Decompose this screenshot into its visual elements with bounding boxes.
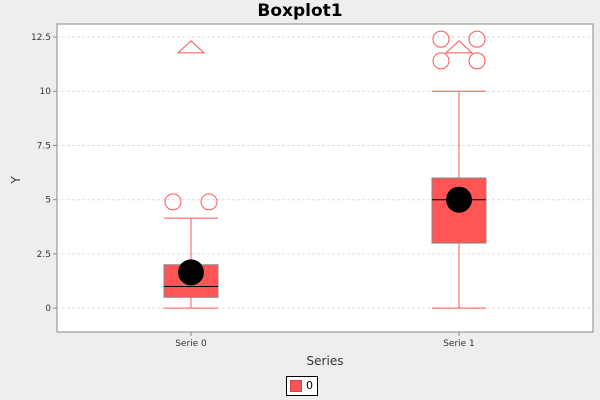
outlier-point bbox=[164, 193, 182, 211]
outlier-point bbox=[432, 52, 450, 70]
y-tick-label: 12.5 bbox=[31, 33, 51, 43]
chart-title: Boxplot1 bbox=[257, 1, 343, 21]
legend-label: 0 bbox=[306, 379, 313, 392]
y-tick-label: 10 bbox=[40, 87, 52, 97]
y-tick-label: 2.5 bbox=[37, 250, 51, 260]
x-axis-label: Series bbox=[307, 354, 344, 368]
outlier-point bbox=[200, 193, 218, 211]
mean-marker bbox=[178, 259, 204, 286]
outlier-point bbox=[468, 30, 486, 48]
y-axis-label: Y bbox=[9, 176, 23, 185]
y-tick-label: 5 bbox=[45, 196, 51, 206]
x-tick-label: Serie 1 bbox=[443, 339, 475, 349]
outlier-point bbox=[432, 30, 450, 48]
y-tick-label: 7.5 bbox=[37, 141, 51, 151]
box-serie-1 bbox=[431, 30, 487, 309]
far-outlier-marker bbox=[444, 40, 474, 54]
mean-marker bbox=[446, 186, 472, 213]
x-tick-label: Serie 0 bbox=[175, 339, 207, 349]
far-outlier-marker bbox=[176, 40, 206, 54]
plot-area bbox=[56, 23, 594, 333]
legend-swatch bbox=[290, 380, 302, 392]
outlier-point bbox=[468, 52, 486, 70]
y-tick-label: 0 bbox=[45, 304, 51, 314]
legend: 0 bbox=[286, 376, 318, 396]
box-serie-0 bbox=[163, 40, 219, 309]
